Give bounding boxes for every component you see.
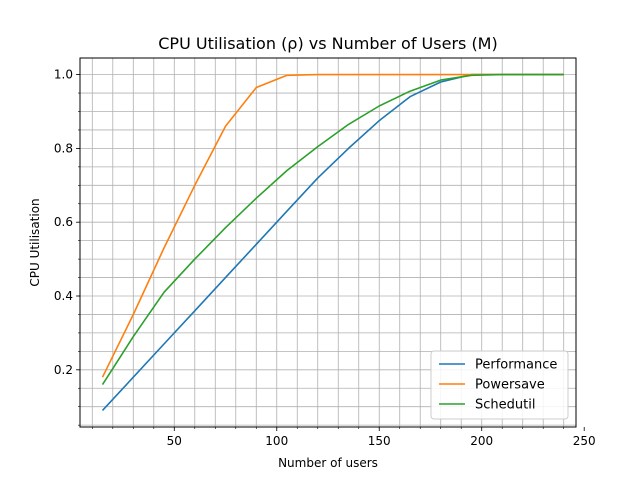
series-lines [101,73,564,411]
series-line-powersave [101,73,564,378]
y-tick-label: 0.6 [54,215,73,229]
y-tick-label: 0.4 [54,289,73,303]
x-tick-label: 100 [265,434,288,448]
series-line-schedutil [101,73,564,386]
x-tick-label: 250 [573,434,596,448]
y-tick-label: 0.2 [54,363,73,377]
plot-frame [79,57,577,428]
y-tick-label: 1.0 [54,68,73,82]
x-tick-label: 50 [167,434,182,448]
x-tick-label: 200 [470,434,493,448]
x-tick-label: 150 [368,434,391,448]
y-tick-label: 0.8 [54,141,73,155]
axis-ticks: 50 100 150 200 250 0.2 0.4 0.6 0.8 1.0 [54,68,596,448]
y-axis-label: CPU Utilisation [28,198,42,286]
legend: Performance Powersave Schedutil [430,350,569,420]
chart-title: CPU Utilisation (ρ) vs Number of Users (… [158,34,497,53]
legend-label: Schedutil [475,398,535,413]
x-axis-label: Number of users [278,456,378,470]
legend-label: Powersave [475,378,545,393]
legend-label: Performance [475,358,557,373]
legend-box [430,350,569,420]
